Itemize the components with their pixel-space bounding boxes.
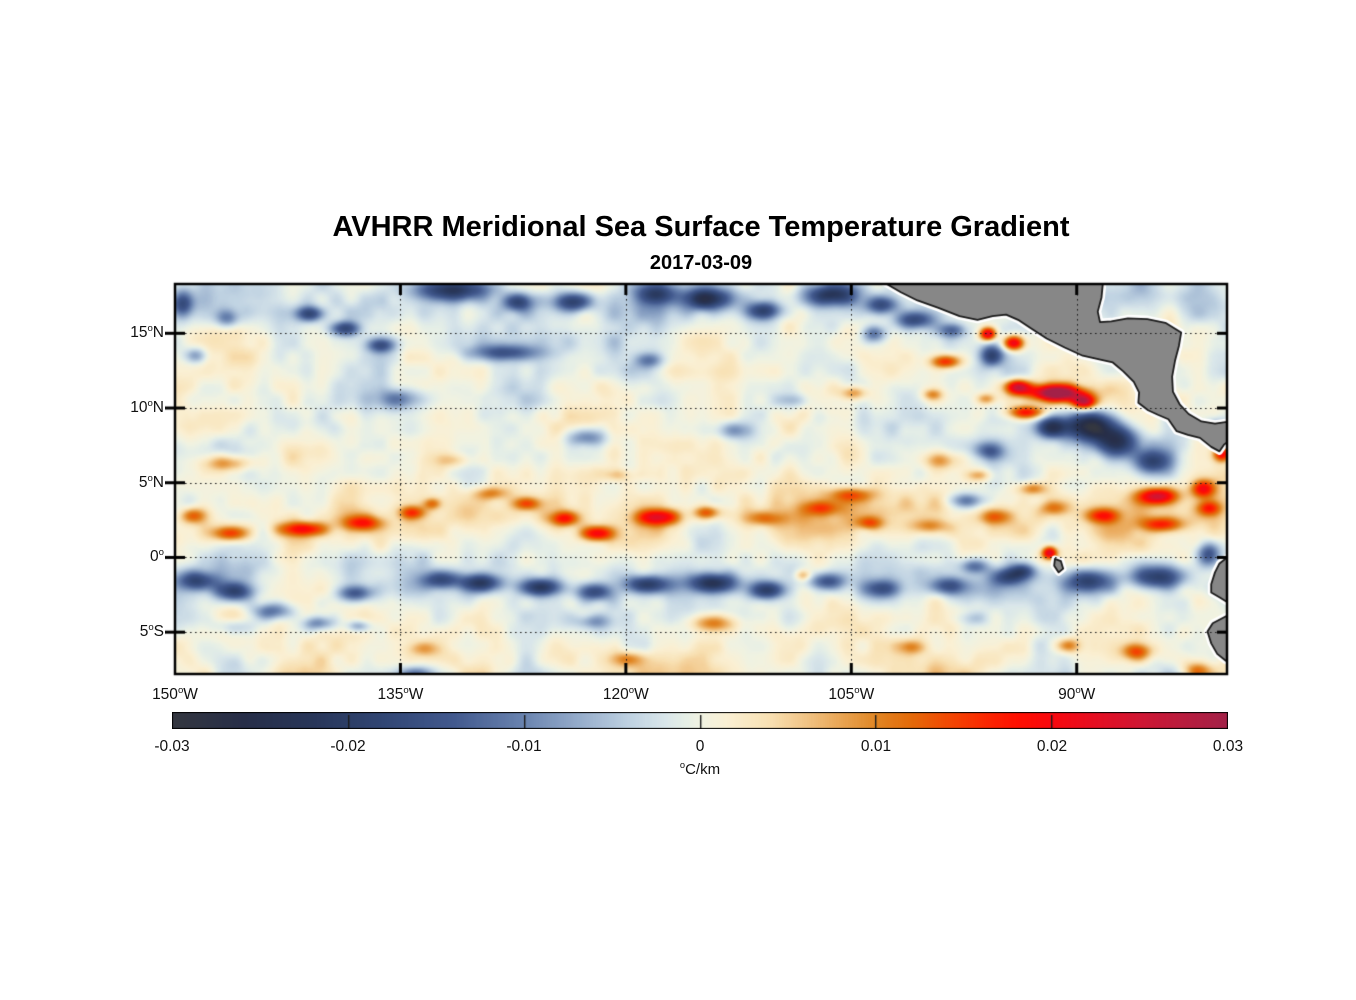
chart-title: AVHRR Meridional Sea Surface Temperature… — [332, 211, 1070, 243]
colorbar-tick-label: 0.02 — [1036, 738, 1068, 755]
y-tick-label: 0o — [150, 547, 164, 566]
x-tick-label: 90oW — [1058, 684, 1096, 703]
x-tick-label: 120oW — [602, 684, 649, 703]
x-tick-label: 135oW — [377, 684, 424, 703]
x-tick-label: 105oW — [828, 684, 875, 703]
colorbar-unit-label: oC/km — [679, 760, 721, 778]
y-tick-label: 10oN — [130, 397, 164, 417]
colorbar-tick-label: -0.03 — [154, 738, 190, 755]
y-tick-label: 5oN — [138, 472, 164, 491]
x-tick-label: 150oW — [152, 684, 198, 703]
colorbar-tick-label: -0.01 — [506, 738, 542, 755]
y-tick-label: 15oN — [130, 323, 164, 342]
colorbar-tick-label: -0.02 — [330, 738, 366, 755]
chart-date-subtitle: 2017-03-09 — [649, 252, 753, 274]
colorbar-tick-label: 0.01 — [860, 738, 892, 755]
colorbar-tick-label: 0.03 — [1212, 738, 1244, 755]
y-tick-label: 5oS — [139, 622, 164, 641]
colorbar-canvas — [172, 712, 1228, 729]
sst-gradient-map-canvas — [165, 274, 1237, 684]
colorbar-tick-label: 0 — [695, 738, 705, 755]
